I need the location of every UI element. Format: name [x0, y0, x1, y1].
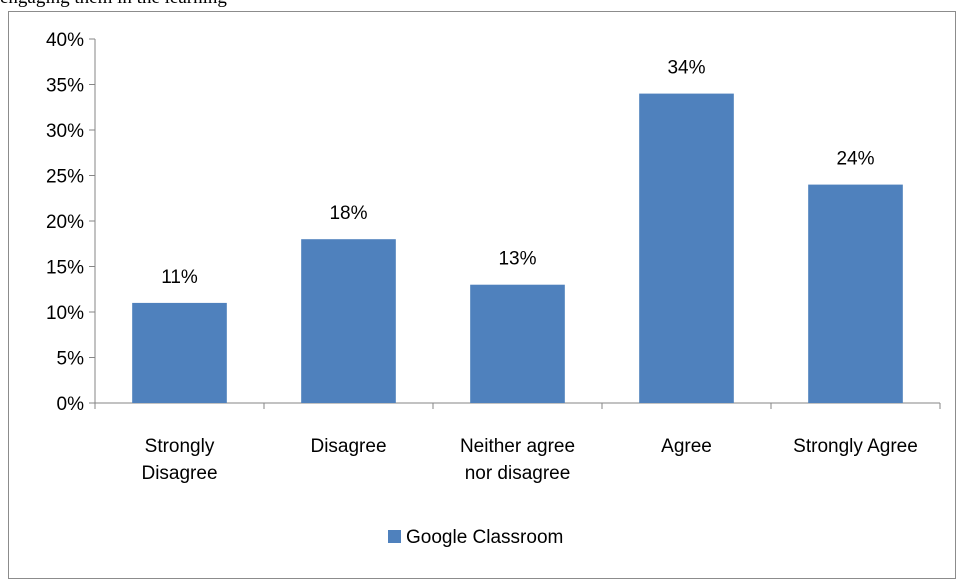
- bar[interactable]: [132, 302, 227, 403]
- y-tick-label: 35%: [46, 76, 84, 97]
- x-category-label: Agree: [661, 436, 712, 457]
- bar[interactable]: [470, 284, 565, 403]
- data-label: 18%: [329, 203, 367, 224]
- bar[interactable]: [301, 239, 396, 403]
- data-label: 11%: [161, 267, 198, 288]
- legend-swatch: [388, 530, 401, 543]
- y-tick-label: 15%: [46, 258, 84, 279]
- y-tick-label: 5%: [57, 349, 85, 370]
- y-tick-label: 40%: [46, 30, 84, 51]
- y-tick-label: 0%: [57, 394, 85, 415]
- bar[interactable]: [808, 184, 903, 403]
- page-caption: engaging them in the learning: [0, 0, 958, 8]
- x-category-label: Strongly Agree: [793, 436, 918, 457]
- y-tick-label: 30%: [46, 121, 84, 142]
- data-label: 24%: [836, 149, 874, 170]
- x-category-label: Strongly: [145, 436, 215, 457]
- bar[interactable]: [639, 93, 734, 403]
- x-category-label: Neither agree: [460, 436, 575, 457]
- x-category-label: Disagree: [141, 463, 217, 484]
- y-tick-label: 20%: [46, 212, 84, 233]
- x-category-label: nor disagree: [465, 463, 571, 484]
- data-label: 13%: [498, 249, 536, 270]
- legend-label: Google Classroom: [406, 527, 563, 548]
- data-label: 34%: [667, 58, 705, 79]
- y-tick-label: 25%: [46, 167, 84, 188]
- y-tick-label: 10%: [46, 303, 84, 324]
- x-category-label: Disagree: [310, 436, 386, 457]
